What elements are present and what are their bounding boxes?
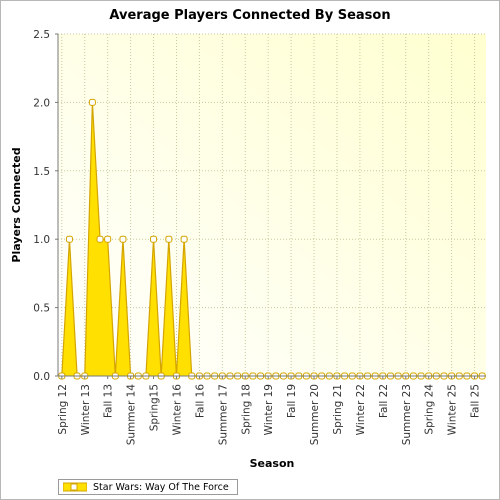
x-tick-label: Spring 21 xyxy=(332,384,344,435)
y-tick-label: 2.0 xyxy=(33,97,50,109)
y-tick-label: 1.0 xyxy=(33,234,50,246)
x-tick-label: Spring 12 xyxy=(57,384,69,435)
y-tick-labels: 0.0 0.5 1.0 1.5 2.0 2.5 xyxy=(33,29,50,383)
y-tick-label: 2.5 xyxy=(33,29,50,41)
x-tick-label: Fall 13 xyxy=(103,384,115,418)
y-tick-label: 0.5 xyxy=(33,303,50,315)
x-tick-label: Spring 24 xyxy=(424,384,436,435)
data-point xyxy=(119,235,127,243)
plot-area xyxy=(58,34,486,376)
x-tick-label: Fall 22 xyxy=(378,384,390,418)
x-tick-label: Winter 19 xyxy=(263,384,275,435)
x-tick-label: Summer 23 xyxy=(401,384,413,445)
y-tick-label: 1.5 xyxy=(33,166,50,178)
x-tick-label: Summer 20 xyxy=(309,384,321,445)
series-fill xyxy=(61,102,483,377)
y-tick-label: 0.0 xyxy=(33,371,50,383)
data-point xyxy=(165,235,173,243)
y-axis-title: Players Connected xyxy=(10,147,23,262)
x-tick-label: Fall 19 xyxy=(286,384,298,418)
x-tick-label: Winter 16 xyxy=(171,384,183,436)
x-tick-label: Summer 17 xyxy=(217,384,229,445)
x-tick-label: Spring15 xyxy=(149,384,161,431)
data-point xyxy=(65,235,73,243)
x-tick-label: Fall 16 xyxy=(194,384,206,418)
data-point xyxy=(104,235,112,243)
chart-title: Average Players Connected By Season xyxy=(109,8,391,23)
legend-label: Star Wars: Way Of The Force xyxy=(93,481,229,493)
x-axis-title: Season xyxy=(250,457,295,470)
x-tick-label: Summer 14 xyxy=(126,384,138,446)
data-point xyxy=(180,235,188,243)
x-tick-label: Spring 18 xyxy=(240,384,252,435)
data-point xyxy=(96,235,104,243)
axes xyxy=(55,33,486,379)
legend-swatch xyxy=(63,482,87,492)
x-tick-label: Fall 25 xyxy=(470,384,482,418)
data-point xyxy=(150,235,158,243)
x-tick-label: Winter 25 xyxy=(447,384,459,435)
x-tick-label: Winter 13 xyxy=(80,384,92,435)
x-tick-labels: Spring 12 Winter 13 Fall 13 Summer 14 Spring… xyxy=(57,384,482,446)
x-tick-label: Winter 22 xyxy=(355,384,367,435)
data-point xyxy=(88,98,96,106)
legend: Star Wars: Way Of The Force xyxy=(58,479,238,495)
